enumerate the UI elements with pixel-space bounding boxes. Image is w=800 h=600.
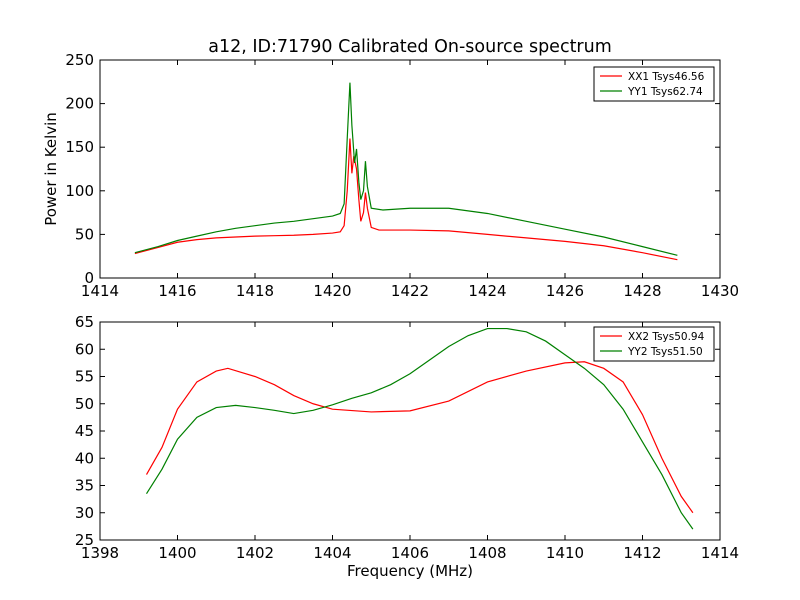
x-tick-label: 1430 — [701, 282, 739, 300]
y-tick-label: 40 — [75, 449, 94, 467]
series-line-yy2 — [145, 327, 694, 530]
x-tick-label: 1410 — [546, 544, 584, 562]
series-line-xx2 — [145, 361, 694, 514]
x-tick-label: 1406 — [391, 544, 429, 562]
x-tick-label: 1424 — [468, 282, 506, 300]
y-tick-label: 250 — [65, 51, 94, 69]
y-tick-label: 50 — [75, 225, 94, 243]
y-tick-label: 150 — [65, 138, 94, 156]
legend-label: XX2 Tsys50.94 — [628, 331, 705, 343]
legend-label: YY1 Tsys62.74 — [627, 86, 703, 98]
x-tick-label: 1408 — [468, 544, 506, 562]
x-tick-label: 1412 — [623, 544, 661, 562]
y-tick-label: 45 — [75, 422, 94, 440]
y-axis-label: Power in Kelvin — [42, 112, 60, 226]
x-tick-label: 1422 — [391, 282, 429, 300]
y-tick-label: 55 — [75, 368, 94, 386]
chart-title: a12, ID:71790 Calibrated On-source spect… — [208, 37, 612, 57]
y-tick-label: 200 — [65, 95, 94, 113]
x-axis-label: Frequency (MHz) — [347, 562, 473, 580]
x-tick-label: 1414 — [81, 282, 119, 300]
y-tick-label: 60 — [75, 340, 94, 358]
x-tick-label: 1418 — [236, 282, 274, 300]
y-tick-label: 25 — [75, 531, 94, 549]
x-tick-label: 1398 — [81, 544, 119, 562]
x-tick-label: 1414 — [701, 544, 739, 562]
bottom-panel: 1398 1400 1402 1404 1406 1408 1410 1412 1414 25 30… — [75, 313, 739, 580]
y-tick-label: 100 — [65, 182, 94, 200]
legend-label: YY2 Tsys51.50 — [627, 346, 703, 358]
legend: XX2 Tsys50.94 YY2 Tsys51.50 — [593, 326, 715, 362]
x-tick-label: 1416 — [158, 282, 196, 300]
x-tick-label: 1420 — [313, 282, 351, 300]
y-tick-label: 30 — [75, 504, 94, 522]
legend: XX1 Tsys46.56 YY1 Tsys62.74 — [593, 66, 715, 102]
x-tick-label: 1426 — [546, 282, 584, 300]
series-line-yy1 — [134, 82, 678, 256]
y-tick-label: 35 — [75, 477, 94, 495]
legend-box — [593, 66, 715, 102]
x-tick-label: 1400 — [158, 544, 196, 562]
y-tick-label: 65 — [75, 313, 94, 331]
x-tick-label: 1402 — [236, 544, 274, 562]
x-tick-label: 1404 — [313, 544, 351, 562]
y-tick-label: 0 — [84, 269, 94, 287]
y-tick-label: 50 — [75, 395, 94, 413]
x-tick-label: 1428 — [623, 282, 661, 300]
legend-label: XX1 Tsys46.56 — [628, 71, 705, 83]
legend-box — [593, 326, 715, 362]
top-panel: 1414 1416 1418 1420 1422 1424 1426 1428 1430 0 50 1… — [42, 51, 739, 300]
